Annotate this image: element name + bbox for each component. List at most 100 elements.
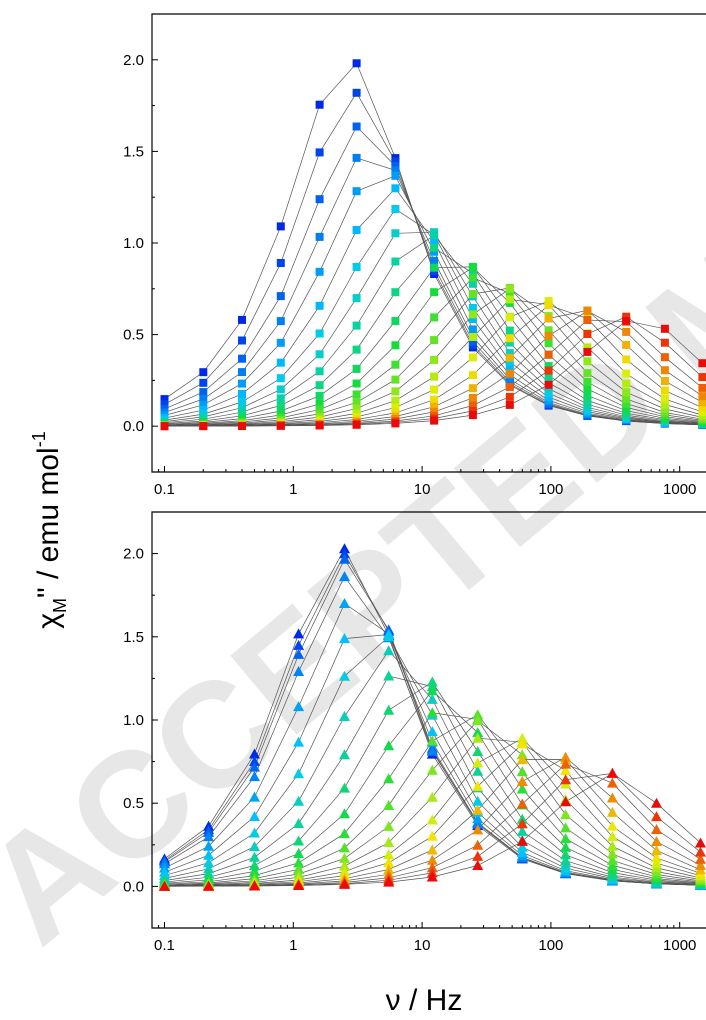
data-point [352,294,361,303]
y-tick-label: 1.5 [123,629,144,646]
data-point [339,749,350,760]
data-point [315,195,324,204]
data-point [276,421,285,430]
data-point [472,860,484,870]
data-point [606,854,618,865]
data-point [472,780,484,791]
data-point [238,390,246,398]
data-point [293,666,305,676]
data-point [426,685,438,696]
data-point [430,355,439,364]
data-point [293,848,305,858]
data-point [276,374,285,383]
data-point [249,761,260,772]
data-point [383,820,395,831]
data-point [468,384,477,393]
data-point [583,391,592,400]
data-point [544,366,553,375]
data-point [426,862,438,873]
data-point [199,422,208,431]
data-point [276,338,285,347]
data-point [660,377,669,385]
data-point [352,398,361,407]
data-point [430,385,439,394]
data-point [472,732,484,743]
data-point [238,422,246,430]
data-point [505,353,514,362]
data-point [430,237,439,246]
data-point [315,301,324,310]
data-point [505,313,514,322]
data-point [276,358,285,367]
data-point [430,372,439,381]
data-point [516,818,528,829]
data-point [660,366,669,375]
data-point [472,765,484,776]
data-point [391,317,400,325]
data-point [383,670,395,681]
data-point [516,732,528,743]
series-group [159,543,706,891]
data-point [468,304,477,312]
data-point [315,399,324,408]
data-point [315,329,324,338]
data-point [505,392,514,401]
data-point [651,797,662,808]
data-point [472,795,484,806]
data-point [426,693,438,704]
data-point [352,404,361,413]
data-point [544,339,553,348]
data-point [606,820,618,831]
data-point [383,837,395,847]
data-point [352,88,361,97]
data-point [276,385,285,394]
data-point [660,324,669,333]
data-point [430,231,439,240]
data-point [430,263,439,272]
data-point [339,842,350,853]
data-point [391,341,400,350]
data-point [249,860,260,870]
data-point [472,715,484,726]
data-point [472,818,484,829]
data-point [472,804,484,815]
data-point [426,745,438,756]
data-point [315,405,324,414]
data-point [315,391,324,400]
data-point [315,381,324,390]
data-point [544,350,553,359]
data-point [339,828,350,839]
data-point [430,288,439,297]
data-point [544,371,553,380]
data-point [606,792,618,803]
data-point [544,314,553,323]
data-point [276,259,285,267]
data-point [383,704,395,715]
y-axis-title-main: χ [32,613,65,629]
data-point [426,814,438,825]
panel-top: 0.0 0.5 1.0 1.5 2.0 0.1 1 10 100 1000 [123,13,706,498]
data-point [293,701,305,712]
data-point [352,321,361,330]
x-tick-label: 10 [414,937,431,954]
data-point [651,811,662,822]
data-point [352,226,361,234]
data-point [199,388,208,397]
data-point [468,401,477,410]
data-point [249,791,260,802]
data-point [249,880,260,891]
data-point [622,340,631,349]
data-point [249,771,260,782]
data-point [203,880,215,891]
data-point [339,571,350,582]
data-point [426,676,438,687]
data-point [560,809,572,820]
data-point [383,773,395,784]
data-point [560,765,572,775]
data-point [426,791,438,802]
data-point [560,833,572,844]
data-point [160,422,169,431]
y-axis-title-rest: " / emu mol [32,447,65,598]
data-point [391,157,400,166]
